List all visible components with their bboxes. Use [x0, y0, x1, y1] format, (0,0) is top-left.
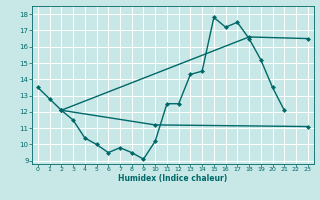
X-axis label: Humidex (Indice chaleur): Humidex (Indice chaleur)	[118, 174, 228, 183]
